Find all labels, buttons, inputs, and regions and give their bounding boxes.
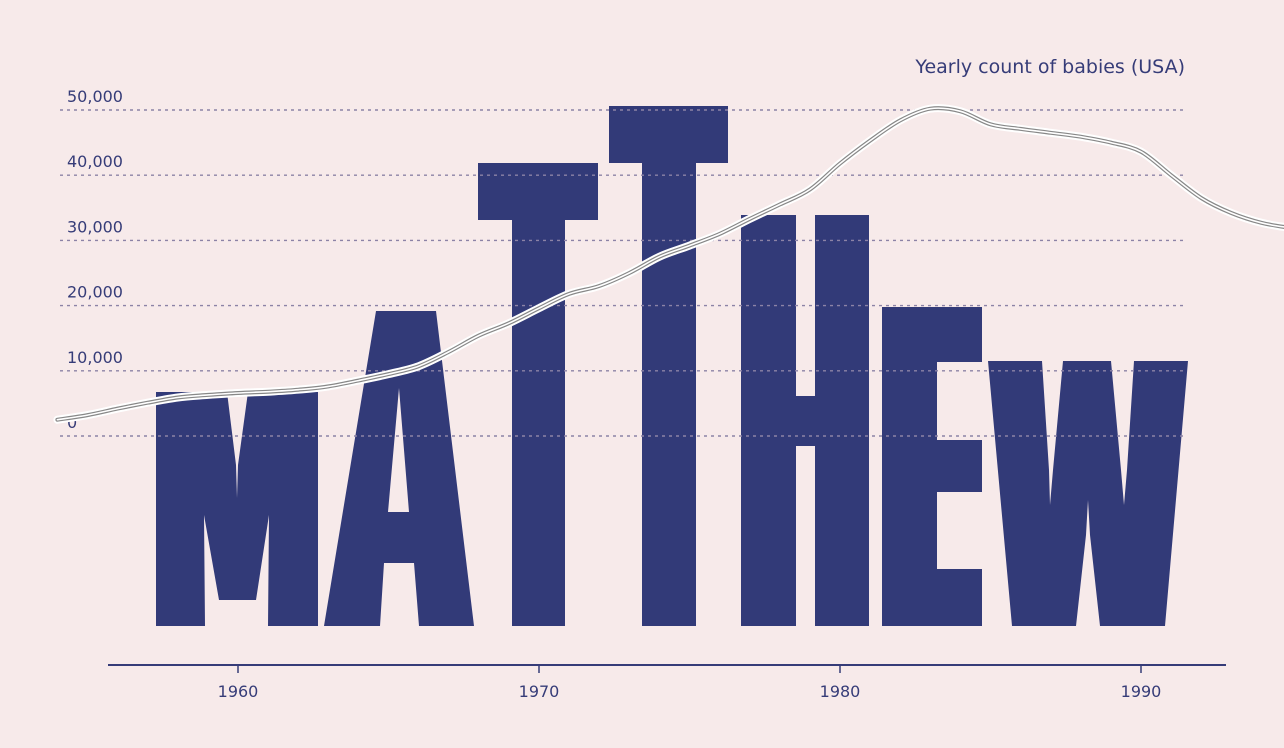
letter-t-second [609,106,728,626]
letter-h [741,215,869,626]
y-tick-label-50000: 50,000 [67,87,123,106]
letter-w [988,361,1188,626]
data-series [53,104,1284,424]
background-letters [156,106,1188,626]
x-tick-label-1960: 1960 [218,682,259,701]
letter-t-first [478,163,598,626]
grid-lines [60,109,1185,437]
x-axis-tick-labels: 1960197019801990200020102020 [218,682,1162,701]
x-axis-ticks [237,665,1142,673]
series-line-core [56,107,1284,421]
y-tick-label-0: 0 [67,413,77,432]
y-tick-label-40000: 40,000 [67,152,123,171]
x-tick-label-1990: 1990 [1121,682,1162,701]
x-tick-label-1970: 1970 [519,682,560,701]
letter-a [324,311,474,626]
y-tick-label-20000: 20,000 [67,283,123,302]
y-axis-tick-labels: 0 10,000 20,000 30,000 40,000 50,000 [67,87,123,432]
y-tick-label-30000: 30,000 [67,217,123,236]
letter-e [882,307,982,626]
x-tick-label-1980: 1980 [820,682,861,701]
y-tick-label-10000: 10,000 [67,348,123,367]
letter-m [156,392,318,626]
y-axis-title: Yearly count of babies (USA) [914,56,1185,78]
